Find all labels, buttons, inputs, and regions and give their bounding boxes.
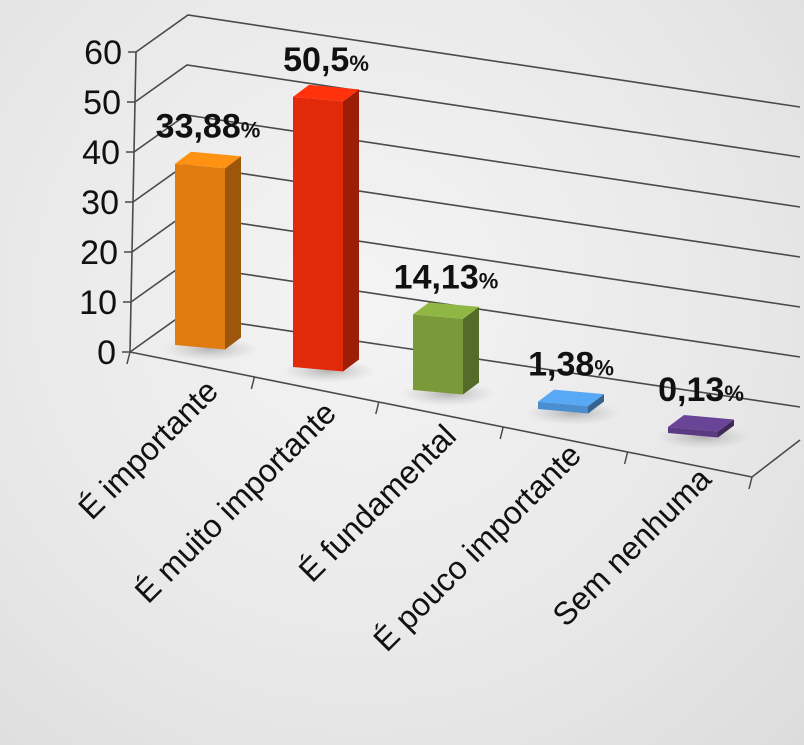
bar-3 [413, 302, 479, 395]
category-label-1: É importante [71, 372, 225, 526]
x-tick-mark [250, 376, 256, 390]
gridline-50 [134, 64, 801, 158]
x-tick-mark [748, 476, 753, 490]
bar-2 [293, 84, 359, 372]
bar-top-face [538, 389, 604, 407]
y-tick-label-20: 20 [80, 234, 118, 272]
value-label-4: 1,38% [528, 346, 614, 384]
bar-front-face [538, 401, 588, 414]
value-label-5: 0,13% [658, 371, 744, 409]
bar-4 [538, 389, 604, 414]
y-tick-label-30: 30 [81, 184, 119, 222]
x-tick-mark [126, 351, 131, 365]
value-label-1: 33,88% [156, 108, 261, 146]
y-tick-label-50: 50 [83, 84, 121, 122]
bar-top-face [413, 302, 479, 319]
value-label-2: 50,5% [283, 41, 369, 79]
bar-side-face [588, 394, 604, 414]
bar-front-face [293, 96, 343, 372]
bar-front-face [175, 163, 225, 350]
bar-side-face [343, 89, 359, 372]
x-axis-line [129, 351, 753, 478]
y-tick-label-60: 60 [84, 34, 122, 72]
bar-top-face [175, 151, 241, 169]
x-tick-mark [375, 401, 380, 415]
bars [162, 84, 751, 449]
value-labels: 33,88% 50,5% 14,13% 1,38% 0,13% [156, 41, 744, 409]
bar-side-face [463, 306, 479, 395]
gridline-60 [135, 14, 801, 108]
x-tick-mark [499, 426, 504, 440]
bar-front-face [413, 314, 463, 395]
bar-top-face [293, 84, 359, 102]
y-tick-label-40: 40 [82, 134, 120, 172]
category-label-5: Sem nenhuma [545, 460, 718, 633]
y-tick-label-10: 10 [79, 284, 117, 322]
x-tick-mark [623, 451, 629, 465]
gridline-40 [133, 114, 801, 208]
y-tick-label-0: 0 [97, 334, 116, 372]
bar-side-face [225, 156, 241, 350]
y-axis-ticks: 0 10 20 30 40 50 60 [79, 34, 122, 372]
bar-1 [175, 151, 241, 350]
value-label-3: 14,13% [394, 258, 499, 296]
bar-front-face [668, 427, 718, 438]
axes [122, 51, 801, 490]
floor-edge [751, 439, 801, 478]
bar-5 [668, 415, 734, 438]
bar-top-face [668, 415, 734, 432]
bar-side-face [718, 419, 734, 438]
